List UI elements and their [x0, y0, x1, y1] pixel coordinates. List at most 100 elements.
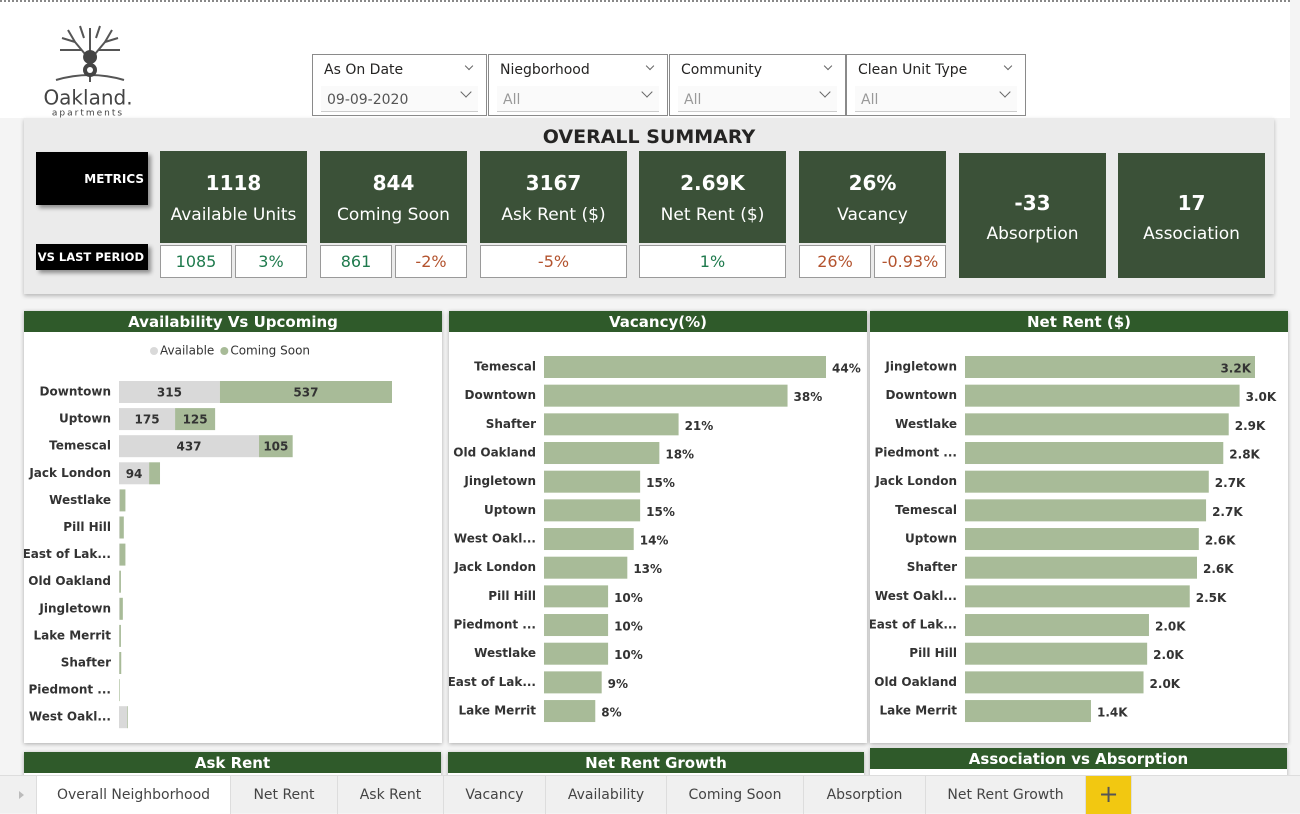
bar-segment [119, 571, 121, 593]
comparison-value: 1085 [160, 245, 232, 278]
page-tab[interactable]: Absorption [804, 776, 926, 814]
metric-value: 17 [1118, 191, 1265, 215]
data-label: 9% [608, 677, 628, 691]
bar-segment [120, 598, 123, 620]
metric-label: Net Rent ($) [639, 205, 786, 225]
filter-value: All [678, 86, 837, 112]
legend-label: Available [160, 344, 214, 358]
legend-marker [220, 347, 228, 355]
bar [965, 499, 1206, 521]
data-label: 175 [135, 413, 160, 427]
category-label: Jingletown [463, 474, 536, 488]
page-tab[interactable]: Vacancy [444, 776, 546, 814]
chart-title: Ask Rent [24, 752, 441, 773]
data-label: 125 [183, 413, 208, 427]
category-label: Jingletown [884, 360, 957, 374]
data-label: 8% [601, 706, 621, 720]
bar [965, 385, 1240, 407]
data-label: 2.0K [1150, 677, 1181, 691]
page-tab[interactable]: Overall Neighborhood [36, 776, 231, 814]
category-label: Jack London [874, 474, 957, 488]
data-label: 14% [640, 534, 669, 548]
bar [544, 499, 640, 521]
category-label: Old Oakland [874, 675, 957, 689]
data-label: 18% [665, 448, 694, 462]
bar [544, 528, 634, 550]
data-label: 94 [126, 467, 143, 481]
bar [965, 643, 1147, 665]
bar-segment [149, 462, 160, 484]
data-label: 2.6K [1205, 534, 1236, 548]
chevron [465, 62, 473, 70]
add-page[interactable]: + [1086, 776, 1132, 814]
bar [544, 614, 608, 636]
bar-segment [119, 625, 121, 647]
bar [544, 442, 659, 464]
chart-panel: Association vs Absorption [870, 748, 1287, 778]
metric-value: 1118 [160, 171, 307, 195]
category-label: Piedmont ... [453, 618, 536, 632]
data-label: 10% [614, 648, 643, 662]
summary-title: OVERALL SUMMARY [24, 126, 1274, 148]
category-label: Temescal [895, 503, 957, 517]
bar-segment [120, 517, 124, 539]
page-tab[interactable]: Coming Soon [667, 776, 804, 814]
filter-label: Niegborhood [500, 62, 590, 78]
data-label: 44% [832, 362, 861, 376]
bar [965, 700, 1091, 722]
metric-value: -33 [959, 191, 1106, 215]
comparison-value: 1% [639, 245, 786, 278]
filter[interactable]: Community All [669, 54, 846, 116]
data-label: 21% [685, 419, 714, 433]
chevron [824, 62, 832, 70]
bar [965, 442, 1223, 464]
bar-segment [119, 679, 120, 701]
data-label: 13% [633, 562, 662, 576]
bar-segment [119, 517, 120, 539]
category-label: Shafter [61, 656, 111, 670]
tab-scroll[interactable] [18, 790, 26, 800]
data-label: 437 [176, 440, 201, 454]
filter-value: All [855, 86, 1017, 112]
chevron [646, 62, 654, 70]
category-label: Westlake [895, 417, 957, 431]
metric-card: 1118 Available Units [160, 151, 307, 243]
data-label: 2.5K [1196, 591, 1227, 605]
page-tab[interactable]: Ask Rent [338, 776, 444, 814]
category-label: Uptown [484, 503, 536, 517]
comparison-value: -5% [480, 245, 627, 278]
bar-segment [120, 489, 125, 511]
category-label: Pill Hill [909, 646, 957, 660]
bar [965, 585, 1190, 607]
data-label: 2.7K [1215, 476, 1246, 490]
category-label: Piedmont ... [874, 446, 957, 460]
filter-label: Community [681, 62, 762, 78]
category-label: East of Lak... [449, 675, 536, 689]
logo: Oakland. apartments [40, 20, 140, 120]
page-tab[interactable]: Availability [546, 776, 667, 814]
page-tab[interactable]: Net Rent [231, 776, 338, 814]
data-label: 105 [263, 440, 288, 454]
bar [965, 671, 1144, 693]
data-label: 2.9K [1235, 419, 1266, 433]
page-tab[interactable]: Net Rent Growth [926, 776, 1086, 814]
bar [965, 413, 1229, 435]
category-label: Downtown [886, 388, 957, 402]
category-label: West Oakl... [454, 532, 536, 546]
data-label: 2.7K [1212, 505, 1243, 519]
comparison-value: -2% [395, 245, 467, 278]
legend-marker [150, 347, 158, 355]
data-label: 15% [646, 476, 675, 490]
metric-value: 2.69K [639, 171, 786, 195]
metric-label: Available Units [160, 205, 307, 225]
bar [965, 471, 1209, 493]
metric-label: Ask Rent ($) [480, 205, 627, 225]
